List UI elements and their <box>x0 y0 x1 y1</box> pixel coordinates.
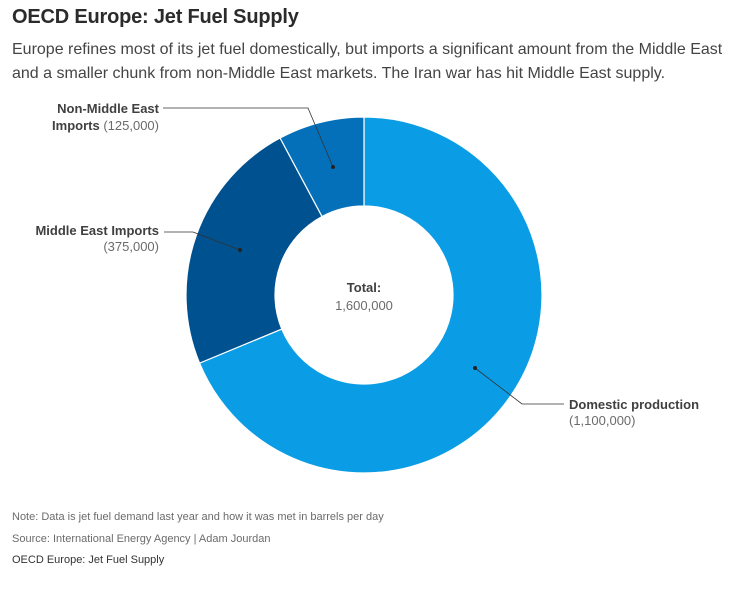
leader-line-domestic <box>474 367 564 405</box>
center-total-value: 1,600,000 <box>335 298 393 313</box>
slice-middle-east-imports[interactable] <box>185 137 323 364</box>
label-non-middle-east: Non-Middle East <box>57 101 160 116</box>
footer-note: Note: Data is jet fuel demand last year … <box>12 511 384 523</box>
slice-non-middle-east-imports[interactable] <box>279 116 365 218</box>
donut-slices <box>185 116 543 474</box>
label-middle-east-value: (375,000) <box>103 239 159 254</box>
label-domestic-name: Domestic production <box>569 397 699 412</box>
label-middle-east-name: Middle East Imports <box>35 223 159 238</box>
center-total-label: Total: <box>347 280 381 295</box>
label-domestic-value: (1,100,000) <box>569 413 636 428</box>
slice-domestic-production[interactable] <box>198 116 543 474</box>
leader-dot-non-middle-east <box>331 165 335 169</box>
chart-title: OECD Europe: Jet Fuel Supply <box>12 6 299 28</box>
footer-source: Source: International Energy Agency | Ad… <box>12 533 271 545</box>
footer-caption: OECD Europe: Jet Fuel Supply <box>12 554 165 566</box>
label-non-middle-east-name: Non-Middle East <box>57 101 160 116</box>
leader-dot-middle-east <box>238 248 242 252</box>
chart-subtitle: Europe refines most of its jet fuel dome… <box>12 41 723 82</box>
leader-line-middle-east <box>164 231 241 251</box>
leader-line-non-middle-east <box>163 107 334 168</box>
leader-dot-domestic <box>473 366 477 370</box>
